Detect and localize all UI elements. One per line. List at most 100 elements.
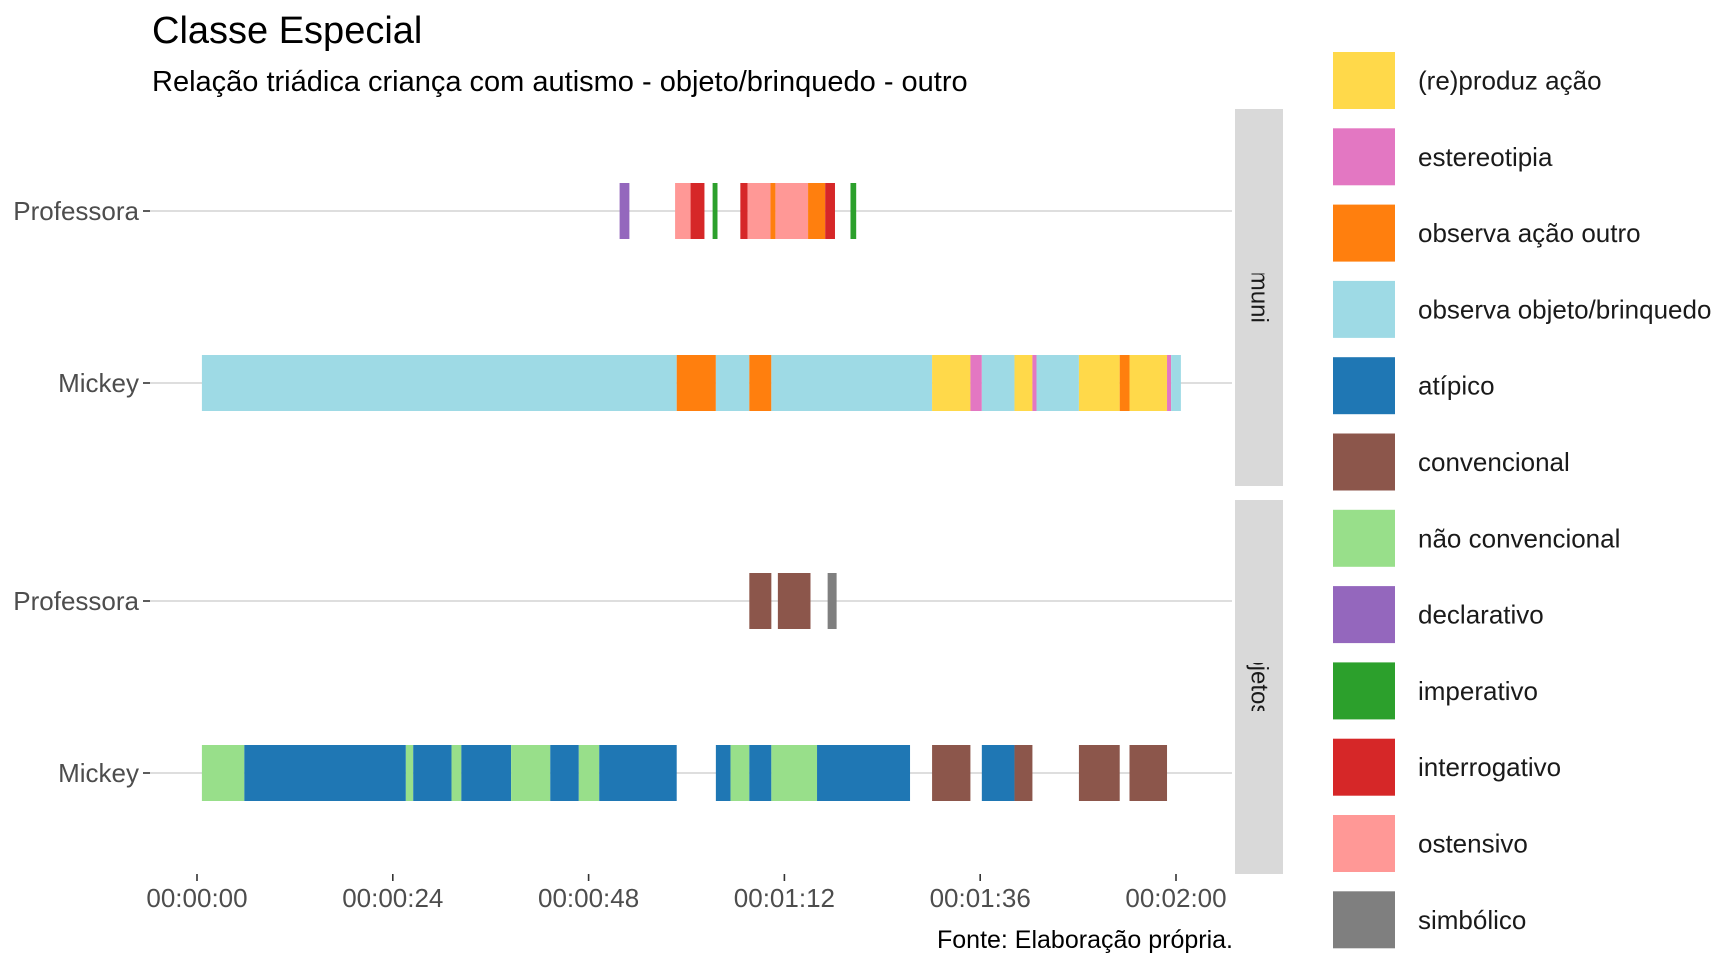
y-axis: Professora Mickey Professora Mickey [13, 196, 150, 788]
timeline-segment-atipico [461, 745, 512, 801]
legend-label: atípico [1418, 371, 1495, 401]
legend-item: ostensivo [1333, 815, 1528, 872]
timeline-segment-reproduz [1014, 355, 1033, 411]
legend-label: não convencional [1418, 523, 1620, 553]
facet-strips: Aspectos da Comunicação/Interação Usos do… [1235, 101, 1283, 874]
timeline-segment-observa-objeto [201, 355, 677, 411]
facet-strip-bg [1235, 109, 1283, 486]
timeline-segment-interrogativo [690, 183, 705, 239]
timeline-segment-atipico [715, 745, 731, 801]
chart-subtitle: Relação triádica criança com autismo - o… [152, 66, 968, 98]
facet-strip: Aspectos da Comunicação/Interação [1235, 101, 1283, 493]
facet-strip-bg [1235, 500, 1283, 874]
y-tick-label: Professora [13, 586, 139, 616]
legend-item: convencional [1333, 433, 1570, 491]
x-axis: 00:00:00 00:00:24 00:00:48 00:01:12 00:01:36… [146, 874, 1227, 913]
timeline-segment-atipico [981, 745, 1015, 801]
legend-key [1333, 280, 1395, 338]
timeline-segment-convencional [1129, 745, 1168, 801]
legend-key [1333, 509, 1395, 567]
timeline-segment-observa-acao [676, 355, 716, 411]
timeline-segment-observa-objeto [715, 355, 750, 411]
legend-key [1333, 204, 1395, 262]
timeline-segment-convencional [777, 573, 811, 629]
timeline-segment-atipico [244, 745, 406, 801]
legend-key [1333, 662, 1395, 720]
chart-title: Classe Especial [152, 10, 422, 52]
grid-layer [150, 210, 1232, 774]
legend-item: declarativo [1333, 586, 1544, 644]
legend-item: simbólico [1333, 891, 1526, 949]
timeline-segment-observa-acao [1119, 355, 1130, 411]
legend-label: imperativo [1418, 676, 1538, 706]
timeline-segment-nao-convencional [405, 745, 414, 801]
x-tick-label: 00:00:00 [146, 883, 247, 913]
timeline-segment-ostensivo [675, 183, 691, 239]
legend-label: simbólico [1418, 905, 1526, 935]
x-tick-label: 00:00:24 [342, 883, 443, 913]
legend-label: interrogativo [1418, 752, 1561, 782]
legend-label: ostensivo [1418, 829, 1528, 859]
timeline-segment-estereotipia [970, 355, 982, 411]
legend-item: observa ação outro [1333, 204, 1641, 262]
timeline-segment-atipico [413, 745, 452, 801]
x-tick-label: 00:02:00 [1125, 883, 1226, 913]
timeline-segment-atipico [817, 745, 911, 801]
timeline-segment-observa-acao [749, 355, 772, 411]
timeline-segment-atipico [749, 745, 772, 801]
legend-item: estereotipia [1333, 128, 1553, 186]
legend-key [1333, 128, 1395, 186]
timeline-segment-reproduz [1129, 355, 1168, 411]
legend-label: (re)produz ação [1418, 66, 1602, 96]
timeline-segment-interrogativo [740, 183, 748, 239]
legend-key [1333, 52, 1395, 109]
legend-label: estereotipia [1418, 142, 1553, 172]
legend-label: observa objeto/brinquedo [1418, 294, 1711, 324]
legend-key [1333, 433, 1395, 491]
timeline-segment-imperativo [712, 183, 718, 239]
timeline-segment-interrogativo [825, 183, 835, 239]
timeline-segment-declarativo [619, 183, 630, 239]
timeline-segment-observa-acao [770, 183, 776, 239]
legend-key [1333, 815, 1395, 872]
legend-item: não convencional [1333, 509, 1620, 567]
legend-key [1333, 738, 1395, 796]
chart-caption: Fonte: Elaboração própria. [937, 926, 1233, 954]
timeline-segment-estereotipia [1167, 355, 1172, 411]
timeline-segment-ostensivo [775, 183, 809, 239]
timeline-segment-reproduz [1078, 355, 1120, 411]
timeline-segment-convencional [1014, 745, 1033, 801]
legend-key [1333, 891, 1395, 949]
x-tick-label: 00:01:12 [734, 883, 835, 913]
timeline-segment-atipico [550, 745, 579, 801]
timeline-segment-nao-convencional [771, 745, 818, 801]
legend: (re)produz ação estereotipia observa ação … [1333, 52, 1711, 949]
facet-strip-label: Aspectos da Comunicação/Interação [1246, 101, 1273, 493]
legend-key [1333, 357, 1395, 415]
timeline-segment-atipico [599, 745, 677, 801]
timeline-segment-convencional [749, 573, 772, 629]
timeline-segment-convencional [932, 745, 971, 801]
timeline-segment-observa-objeto [1171, 355, 1181, 411]
legend-item: (re)produz ação [1333, 52, 1602, 109]
y-tick-label: Mickey [58, 368, 139, 398]
timeline-segment-simbolico [827, 573, 837, 629]
timeline-segment-convencional [1078, 745, 1120, 801]
legend-label: observa ação outro [1418, 218, 1641, 248]
timeline-segment-nao-convencional [578, 745, 600, 801]
timeline-segment-ostensivo [747, 183, 771, 239]
timeline-segment-observa-objeto [1036, 355, 1079, 411]
y-tick-label: Professora [13, 196, 139, 226]
legend-item: atípico [1333, 357, 1495, 415]
timeline-segment-nao-convencional [730, 745, 750, 801]
timeline-segment-observa-acao [808, 183, 826, 239]
x-tick-label: 00:00:48 [538, 883, 639, 913]
timeline-segment-imperativo [850, 183, 857, 239]
bars-layer [201, 183, 1181, 801]
legend-key [1333, 586, 1395, 644]
facet-strip: Usos dos objetos/brinquedos [1235, 500, 1283, 874]
y-tick-label: Mickey [58, 758, 139, 788]
timeline-segment-estereotipia [1032, 355, 1037, 411]
legend-item: observa objeto/brinquedo [1333, 280, 1711, 338]
legend-item: imperativo [1333, 662, 1538, 720]
